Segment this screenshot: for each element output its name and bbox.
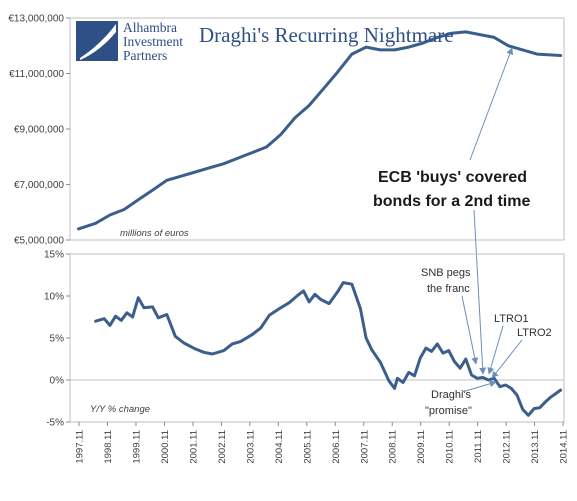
logo-square-icon — [76, 21, 118, 61]
logo-line3: Partners — [123, 48, 167, 63]
top-units-note: millions of euros — [120, 228, 189, 239]
logo-line1: Alhambra — [123, 20, 177, 35]
bottom-plot-frame — [69, 253, 565, 423]
ltro1-arrow — [487, 325, 504, 375]
ltro1-annotation: LTRO1 — [494, 313, 529, 325]
logo-line2: Investment — [123, 34, 183, 49]
top-y-axis: €5,000,000 €7,000,000 €9,000,000 €11,000,00… — [8, 14, 70, 247]
bottom-panel: -5% 0% 5% 10% 15% 1997.11 1998.11 1999.11 2000.… — [44, 250, 570, 464]
bottom-x-tick-label: 1998.11 — [103, 430, 114, 464]
draghi-arrow — [461, 380, 497, 393]
snb-annotation-line1: SNB pegs — [421, 267, 471, 279]
bottom-series-line — [94, 281, 563, 417]
bottom-units-note: Y/Y % change — [90, 404, 150, 415]
ltro2-arrow — [491, 339, 523, 379]
bottom-x-tick-label: 2000.11 — [160, 430, 171, 464]
bottom-x-tick-label: 2005.11 — [302, 430, 313, 464]
ecb-annotation-line2: bonds for a 2nd time — [373, 193, 530, 210]
bottom-x-tick-label: 2004.11 — [274, 430, 285, 464]
top-series-line — [77, 30, 563, 231]
snb-annotation-line2: the franc — [427, 283, 470, 295]
bottom-x-tick-label: 2012.11 — [502, 430, 513, 464]
logo: Alhambra Investment Partners — [76, 20, 183, 63]
ecb-arrow-top — [469, 47, 514, 161]
ltro2-annotation: LTRO2 — [517, 327, 552, 339]
bottom-x-tick-label: 2006.11 — [331, 430, 342, 464]
bottom-x-tick-label: 2010.11 — [445, 430, 456, 464]
top-y-tick-label: €9,000,000 — [14, 125, 64, 136]
bottom-x-tick-label: 2014.11 — [559, 430, 570, 464]
bottom-x-tick-label: 2002.11 — [217, 430, 228, 464]
chart-title: Draghi's Recurring Nightmare — [199, 23, 454, 47]
bottom-x-tick-label: 1999.11 — [131, 430, 142, 464]
draghi-annotation-line2: "promise" — [425, 405, 472, 417]
bottom-x-tick-label: 2009.11 — [416, 430, 427, 464]
bottom-x-tick-label: 2007.11 — [359, 430, 370, 464]
bottom-x-tick-label: 2011.11 — [473, 430, 484, 463]
top-y-tick-label: €13,000,000 — [8, 14, 64, 25]
ecb-annotation-line1: ECB 'buys' covered — [378, 169, 527, 186]
bottom-y-axis: -5% 0% 5% 10% 15% — [44, 250, 70, 429]
top-panel: €5,000,000 €7,000,000 €9,000,000 €11,000,00… — [8, 14, 565, 375]
top-y-tick-label: €7,000,000 — [14, 180, 64, 191]
bottom-y-tick-label: 5% — [50, 334, 65, 345]
top-y-tick-label: €5,000,000 — [14, 236, 64, 247]
ecb-arrow-bottom — [473, 209, 487, 375]
bottom-x-tick-label: 2013.11 — [530, 430, 541, 464]
bottom-x-tick-label: 1997.11 — [75, 430, 86, 464]
bottom-y-tick-label: -5% — [46, 418, 64, 429]
bottom-y-tick-label: 10% — [44, 292, 64, 303]
snb-arrow — [461, 295, 479, 365]
bottom-x-tick-label: 2003.11 — [245, 430, 256, 464]
draghi-annotation-line1: Draghi's — [431, 389, 472, 401]
top-y-tick-label: €11,000,000 — [9, 69, 64, 80]
bottom-x-tick-label: 2008.11 — [388, 430, 399, 464]
bottom-x-tick-label: 2001.11 — [188, 430, 199, 464]
bottom-y-tick-label: 15% — [44, 250, 64, 261]
logo-swoosh-icon — [80, 24, 116, 60]
bottom-y-tick-label: 0% — [50, 376, 65, 387]
bottom-x-axis: 1997.11 1998.11 1999.11 2000.11 2001.11 2002.… — [75, 422, 570, 464]
